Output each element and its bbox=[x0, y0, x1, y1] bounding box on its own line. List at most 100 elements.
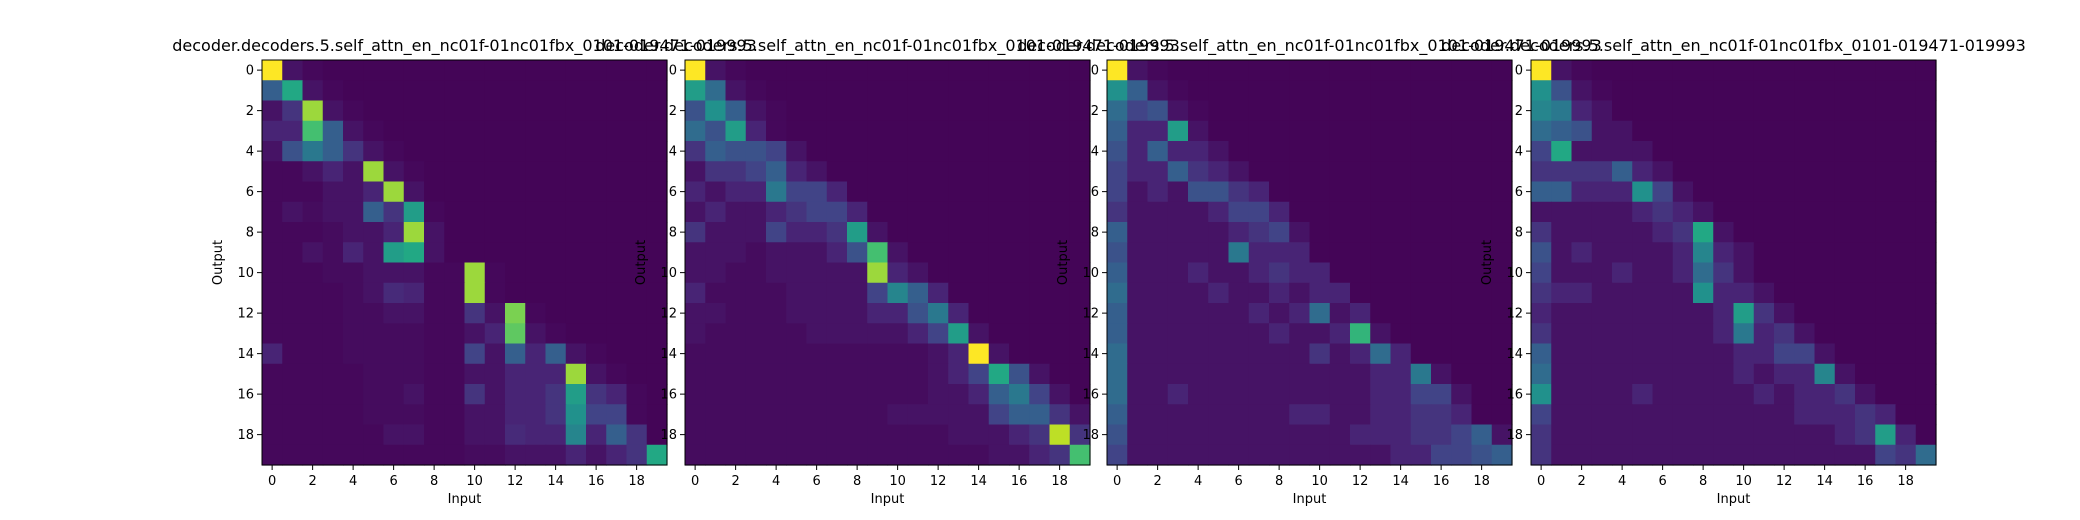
heatmap-cell bbox=[806, 384, 828, 405]
heatmap-cell bbox=[484, 141, 506, 162]
heatmap-cell bbox=[1551, 404, 1573, 426]
heatmap-cell bbox=[1652, 363, 1674, 385]
heatmap-cell bbox=[766, 60, 787, 81]
heatmap-cell bbox=[1632, 363, 1654, 385]
y-tick-label: 14 bbox=[237, 347, 254, 362]
heatmap-cell bbox=[1269, 80, 1290, 102]
heatmap-cell bbox=[1895, 343, 1917, 365]
heatmap-cell bbox=[383, 282, 405, 304]
heatmap-cell bbox=[1069, 161, 1091, 183]
heatmap-cell bbox=[586, 80, 607, 102]
heatmap-cell bbox=[262, 80, 283, 102]
heatmap-cell bbox=[786, 141, 808, 162]
heatmap-cell bbox=[383, 80, 405, 102]
heatmap-cell bbox=[1693, 222, 1714, 243]
heatmap-cell bbox=[1370, 100, 1392, 122]
heatmap-cell bbox=[1471, 363, 1493, 385]
heatmap-cell bbox=[685, 384, 706, 405]
heatmap-cell bbox=[1431, 222, 1452, 243]
heatmap-cell bbox=[1875, 60, 1897, 81]
heatmap-cell bbox=[1794, 424, 1816, 446]
heatmap-cell bbox=[322, 161, 344, 183]
heatmap-cell bbox=[928, 343, 949, 365]
heatmap-cell bbox=[383, 242, 405, 264]
heatmap-cell bbox=[1228, 181, 1250, 203]
heatmap-cell bbox=[1774, 100, 1795, 122]
heatmap-cell bbox=[1309, 424, 1331, 446]
heatmap-cell bbox=[1591, 262, 1613, 284]
heatmap-cell bbox=[1471, 323, 1493, 345]
heatmap-cell bbox=[1591, 444, 1613, 466]
heatmap-cell bbox=[1672, 424, 1694, 446]
heatmap-cell bbox=[646, 404, 668, 426]
heatmap-cell bbox=[1049, 444, 1071, 466]
heatmap-cell bbox=[1049, 60, 1071, 81]
heatmap-cell bbox=[343, 161, 364, 183]
heatmap-cell bbox=[1208, 323, 1230, 345]
heatmap-cell bbox=[1652, 242, 1674, 264]
heatmap-cell bbox=[1834, 424, 1856, 446]
heatmap-cell bbox=[1875, 80, 1897, 102]
heatmap-cell bbox=[1794, 384, 1816, 405]
heatmap-cell bbox=[1794, 404, 1816, 426]
heatmap-cell bbox=[1693, 201, 1714, 223]
heatmap-cell bbox=[322, 282, 344, 304]
heatmap-cell bbox=[606, 120, 628, 142]
heatmap-cell bbox=[1733, 100, 1755, 122]
heatmap-cell bbox=[525, 80, 547, 102]
heatmap-cell bbox=[646, 262, 668, 284]
heatmap-cell bbox=[1029, 424, 1051, 446]
heatmap-cell bbox=[907, 222, 929, 243]
heatmap-cell bbox=[745, 424, 767, 446]
heatmap-cell bbox=[383, 323, 405, 345]
heatmap-cell bbox=[1370, 60, 1392, 81]
heatmap-cell bbox=[464, 181, 486, 203]
heatmap-cell bbox=[403, 282, 425, 304]
heatmap-cell bbox=[1895, 262, 1917, 284]
heatmap-cell bbox=[646, 242, 668, 264]
heatmap-cell bbox=[1410, 100, 1432, 122]
heatmap-cell bbox=[1370, 363, 1392, 385]
heatmap-cell bbox=[928, 60, 949, 81]
heatmap-cell bbox=[826, 242, 848, 264]
heatmap-cell bbox=[766, 222, 787, 243]
heatmap-cell bbox=[1350, 60, 1371, 81]
heatmap-cell bbox=[1350, 424, 1371, 446]
heatmap-cell bbox=[1652, 444, 1674, 466]
heatmap-cell bbox=[1269, 242, 1290, 264]
heatmap-cell bbox=[1009, 262, 1030, 284]
heatmap-cell bbox=[1350, 201, 1371, 223]
heatmap-cell bbox=[1551, 424, 1573, 446]
heatmap-cell bbox=[484, 424, 506, 446]
heatmap-cell bbox=[806, 343, 828, 365]
heatmap-cell bbox=[343, 242, 364, 264]
heatmap-cell bbox=[484, 282, 506, 304]
heatmap-cell bbox=[705, 60, 727, 81]
heatmap-cell bbox=[606, 363, 628, 385]
heatmap-cell bbox=[1370, 181, 1392, 203]
heatmap-cell bbox=[464, 120, 486, 142]
heatmap-cell bbox=[928, 444, 949, 466]
heatmap-cell bbox=[1289, 444, 1311, 466]
heatmap-cell bbox=[786, 201, 808, 223]
heatmap-cell bbox=[1069, 363, 1091, 385]
heatmap-cell bbox=[1632, 161, 1654, 183]
heatmap-cell bbox=[766, 323, 787, 345]
heatmap-cell bbox=[1029, 80, 1051, 102]
heatmap-cell bbox=[1551, 60, 1573, 81]
heatmap-cell bbox=[1127, 424, 1149, 446]
heatmap-cell bbox=[1551, 80, 1573, 102]
heatmap-cell bbox=[343, 363, 364, 385]
heatmap-cell bbox=[1451, 424, 1473, 446]
heatmap-cell bbox=[1693, 303, 1714, 324]
heatmap-cell bbox=[826, 80, 848, 102]
heatmap-cell bbox=[464, 323, 486, 345]
heatmap-cell bbox=[1834, 141, 1856, 162]
heatmap-cell bbox=[1612, 384, 1633, 405]
heatmap-cell bbox=[1248, 343, 1270, 365]
heatmap-cell bbox=[1693, 161, 1714, 183]
heatmap-cell bbox=[1875, 181, 1897, 203]
heatmap-cell bbox=[1127, 201, 1149, 223]
heatmap-cell bbox=[1309, 80, 1331, 102]
heatmap-cell bbox=[847, 100, 868, 122]
